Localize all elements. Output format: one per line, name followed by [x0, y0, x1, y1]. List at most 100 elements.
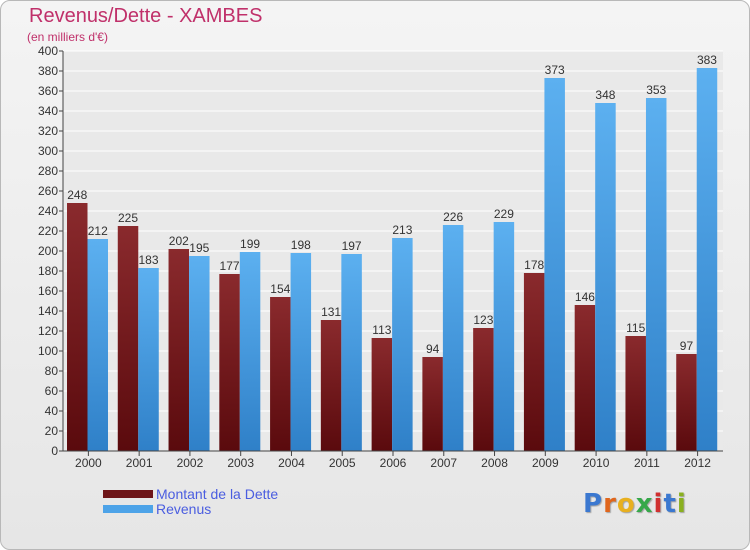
data-label: 178: [524, 258, 544, 272]
legend-swatch-dette: [103, 490, 153, 498]
bar-dette: [67, 203, 88, 451]
data-label: 226: [443, 210, 463, 224]
y-tick-label: 340: [38, 104, 58, 118]
data-label: 225: [118, 211, 138, 225]
y-tick-label: 160: [38, 284, 58, 298]
bar-dette: [117, 226, 139, 451]
bar-revenus: [138, 268, 159, 451]
x-tick-label: 2006: [380, 456, 407, 470]
data-label: 212: [88, 224, 108, 238]
y-tick-label: 100: [38, 344, 58, 358]
data-label: 146: [575, 290, 595, 304]
bar-revenus: [341, 254, 362, 451]
y-tick-label: 320: [38, 124, 58, 138]
data-label: 131: [321, 305, 341, 319]
data-label: 177: [220, 259, 240, 273]
y-tick-label: 60: [45, 384, 59, 398]
x-tick-label: 2007: [430, 456, 457, 470]
x-tick-label: 2012: [684, 456, 711, 470]
y-tick-label: 300: [38, 144, 58, 158]
x-tick-label: 2004: [278, 456, 305, 470]
data-label: 229: [494, 207, 514, 221]
y-tick-label: 0: [51, 444, 58, 458]
x-tick-label: 2011: [634, 456, 660, 470]
bar-revenus: [696, 68, 718, 451]
data-label: 213: [392, 223, 412, 237]
logo-letter: o: [616, 489, 636, 519]
y-tick-label: 120: [38, 324, 58, 338]
logo-letter: t: [663, 489, 677, 519]
legend-swatch-revenus: [103, 505, 153, 513]
x-tick-label: 2010: [583, 456, 610, 470]
y-tick-label: 20: [45, 424, 59, 438]
y-axis-ticks: 0 20 40 60 80 100 120 140 160 180 200 220 240 260 280 3…: [38, 44, 63, 458]
chart-subtitle: (en milliers d'€): [27, 30, 108, 44]
data-label: 97: [680, 339, 694, 353]
bar-dette: [371, 338, 393, 451]
logo-letter: r: [603, 489, 617, 519]
legend-label-dette: Montant de la Dette: [156, 486, 279, 502]
data-label: 202: [169, 234, 189, 248]
chart-title: Revenus/Dette - XAMBES: [29, 5, 263, 27]
bar-dette: [625, 336, 646, 451]
data-label: 353: [646, 83, 666, 97]
y-tick-label: 380: [38, 64, 58, 78]
y-tick-label: 40: [45, 404, 59, 418]
y-tick-label: 220: [38, 224, 58, 238]
bars: [67, 68, 718, 451]
y-tick-label: 280: [38, 164, 58, 178]
data-label: 199: [240, 237, 260, 251]
bar-revenus: [239, 252, 261, 451]
y-tick-label: 200: [38, 244, 58, 258]
x-tick-label: 2003: [227, 456, 254, 470]
bar-revenus: [595, 103, 616, 451]
bar-revenus: [544, 78, 565, 451]
data-label: 373: [545, 63, 565, 77]
y-tick-label: 80: [45, 364, 59, 378]
bar-dette: [270, 297, 291, 451]
data-label: 183: [139, 253, 159, 267]
x-tick-label: 2005: [329, 456, 356, 470]
data-label: 154: [270, 282, 290, 296]
data-label: 348: [595, 88, 615, 102]
data-label: 113: [372, 323, 391, 337]
y-tick-label: 360: [38, 84, 58, 98]
logo-letter: i: [653, 489, 664, 519]
data-label: 115: [626, 321, 645, 335]
data-label: 195: [189, 241, 209, 255]
bar-revenus: [87, 239, 108, 451]
bar-dette: [473, 328, 494, 451]
x-tick-label: 2009: [532, 456, 559, 470]
data-label: 197: [342, 239, 362, 253]
bar-revenus: [493, 222, 515, 451]
bar-revenus: [442, 225, 464, 451]
x-tick-label: 2001: [126, 456, 153, 470]
bar-revenus: [645, 98, 667, 451]
legend-label-revenus: Revenus: [156, 501, 212, 517]
bar-dette: [168, 249, 190, 451]
y-tick-label: 260: [38, 184, 58, 198]
y-tick-label: 400: [38, 44, 58, 58]
logo-letter: x: [635, 489, 654, 519]
bar-dette: [219, 274, 240, 451]
bar-revenus: [392, 238, 413, 451]
data-label: 248: [67, 188, 87, 202]
logo-letter: P: [583, 489, 604, 519]
proxiti-logo: Proxiti: [583, 489, 687, 519]
bar-dette: [422, 357, 443, 451]
bar-dette: [320, 320, 342, 451]
bar-dette: [523, 273, 545, 451]
bar-dette: [676, 354, 697, 451]
bar-dette: [574, 305, 596, 451]
y-tick-label: 140: [38, 304, 58, 318]
data-label: 383: [697, 53, 717, 67]
bar-revenus: [189, 256, 210, 451]
data-label: 94: [426, 342, 440, 356]
data-label: 123: [473, 313, 493, 327]
logo-letter: i: [676, 489, 687, 519]
y-tick-label: 240: [38, 204, 58, 218]
x-tick-label: 2002: [177, 456, 204, 470]
